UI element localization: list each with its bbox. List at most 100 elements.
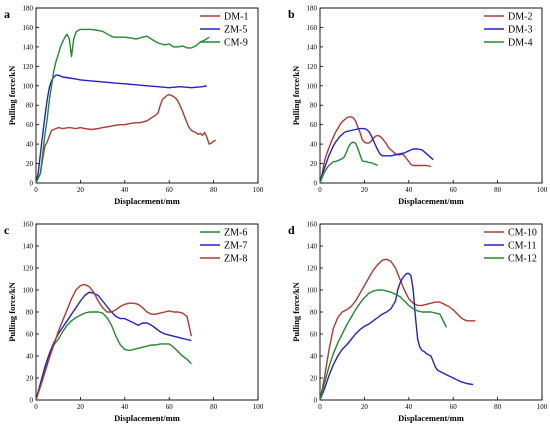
legend-label: ZM-7 — [224, 241, 247, 252]
y-tick-label: 0 — [314, 397, 318, 405]
x-tick-label: 0 — [34, 186, 38, 194]
y-tick-label: 0 — [314, 180, 318, 188]
y-tick-label: 60 — [310, 331, 318, 339]
y-tick-label: 120 — [307, 63, 318, 71]
panel-b: 0 20 40 60 80 100 0 20 40 60 80 100 120 140 160 180 Disp… — [288, 5, 548, 207]
x-tick-label: 60 — [166, 403, 174, 411]
x-tick-label: 40 — [405, 403, 413, 411]
y-tick-label: 180 — [307, 5, 318, 13]
y-tick-label: 80 — [26, 309, 34, 317]
y-tick-label: 40 — [26, 353, 34, 361]
x-tick-label: 100 — [537, 403, 548, 411]
legend-label: CM-11 — [508, 241, 537, 252]
x-axis-title: Displacement/mm — [398, 196, 464, 206]
x-tick-label: 100 — [253, 186, 264, 194]
y-axis-title: Pulling force/kN — [7, 65, 17, 125]
y-tick-label: 100 — [307, 287, 318, 295]
legend-label: DM-2 — [508, 12, 532, 23]
series-line-dm-3 — [319, 127, 434, 184]
x-tick-label: 20 — [77, 403, 85, 411]
y-tick-label: 140 — [23, 43, 34, 51]
x-tick-label: 0 — [34, 403, 38, 411]
y-tick-label: 160 — [307, 221, 318, 229]
y-tick-label: 0 — [30, 180, 34, 188]
legend-label: CM-9 — [224, 38, 248, 49]
x-tick-label: 100 — [537, 186, 548, 194]
x-tick-label: 80 — [494, 186, 502, 194]
legend-label: ZM-6 — [224, 228, 247, 239]
panel-c: 0 20 40 60 80 100 0 20 40 60 80 100 120 140 160 Displac… — [4, 221, 264, 424]
x-tick-label: 80 — [210, 403, 218, 411]
y-tick-label: 40 — [310, 141, 318, 149]
x-tick-label: 100 — [253, 403, 264, 411]
legend-label: DM-1 — [224, 12, 248, 23]
y-axis-title: Pulling force/kN — [7, 281, 17, 341]
y-tick-label: 120 — [23, 63, 34, 71]
series-line-cm-11 — [319, 272, 474, 401]
legend-label: ZM-8 — [224, 254, 247, 265]
x-tick-label: 60 — [450, 403, 458, 411]
panel-letter: d — [288, 223, 295, 237]
y-tick-label: 20 — [26, 375, 34, 383]
x-axis-title: Displacement/mm — [114, 196, 180, 206]
y-tick-label: 180 — [23, 5, 34, 13]
series-line-dm-2 — [319, 116, 432, 184]
panel-letter: c — [4, 223, 10, 237]
x-tick-label: 20 — [77, 186, 85, 194]
y-tick-label: 60 — [26, 331, 34, 339]
y-axis-title: Pulling force/kN — [291, 281, 301, 341]
y-tick-label: 80 — [26, 102, 34, 110]
x-tick-label: 0 — [318, 403, 322, 411]
y-tick-label: 20 — [310, 375, 318, 383]
x-tick-label: 80 — [494, 403, 502, 411]
x-tick-label: 20 — [361, 403, 369, 411]
series-line-cm-9 — [35, 28, 210, 184]
y-tick-label: 140 — [23, 243, 34, 251]
series-line-dm-4 — [319, 141, 378, 184]
legend-label: DM-3 — [508, 25, 532, 36]
series-line-dm-1 — [35, 93, 217, 184]
plot-frame — [35, 7, 259, 184]
x-tick-label: 60 — [166, 186, 174, 194]
x-tick-label: 40 — [121, 403, 129, 411]
y-tick-label: 120 — [307, 265, 318, 273]
x-tick-label: 20 — [361, 186, 369, 194]
y-tick-label: 140 — [307, 243, 318, 251]
plot-frame — [319, 7, 543, 184]
panel-letter: a — [4, 7, 10, 21]
x-axis-title: Displacement/mm — [398, 413, 464, 423]
y-tick-label: 40 — [26, 141, 34, 149]
panel-a: 0 20 40 60 80 100 0 20 40 60 80 100 120 140 160 180 Disp… — [4, 5, 264, 207]
x-axis-title: Displacement/mm — [114, 413, 180, 423]
series-line-cm-12 — [319, 289, 448, 401]
y-tick-label: 60 — [26, 121, 34, 129]
series-line-zm-6 — [35, 311, 192, 401]
panel-d: 0 20 40 60 80 100 0 20 40 60 80 100 120 140 160 Displac… — [288, 221, 548, 424]
legend-label: DM-4 — [508, 38, 532, 49]
y-tick-label: 20 — [310, 160, 318, 168]
y-tick-label: 80 — [310, 309, 318, 317]
y-tick-label: 160 — [23, 221, 34, 229]
x-tick-label: 60 — [450, 186, 458, 194]
y-tick-label: 160 — [307, 24, 318, 32]
legend-label: CM-10 — [508, 228, 537, 239]
x-tick-label: 40 — [405, 186, 413, 194]
y-tick-label: 20 — [26, 160, 34, 168]
x-tick-label: 40 — [121, 186, 129, 194]
series-line-zm-8 — [35, 283, 193, 401]
series-line-cm-10 — [319, 258, 476, 401]
y-tick-label: 100 — [23, 287, 34, 295]
y-tick-label: 100 — [23, 82, 34, 90]
y-tick-label: 100 — [307, 82, 318, 90]
y-tick-label: 80 — [310, 102, 318, 110]
legend-label: CM-12 — [508, 254, 537, 265]
y-tick-label: 140 — [307, 43, 318, 51]
x-tick-label: 0 — [318, 186, 322, 194]
x-tick-label: 80 — [210, 186, 218, 194]
y-tick-label: 0 — [30, 397, 34, 405]
y-tick-label: 60 — [310, 121, 318, 129]
series-line-zm-5 — [35, 74, 208, 184]
series-line-zm-7 — [35, 291, 192, 401]
y-tick-label: 160 — [23, 24, 34, 32]
